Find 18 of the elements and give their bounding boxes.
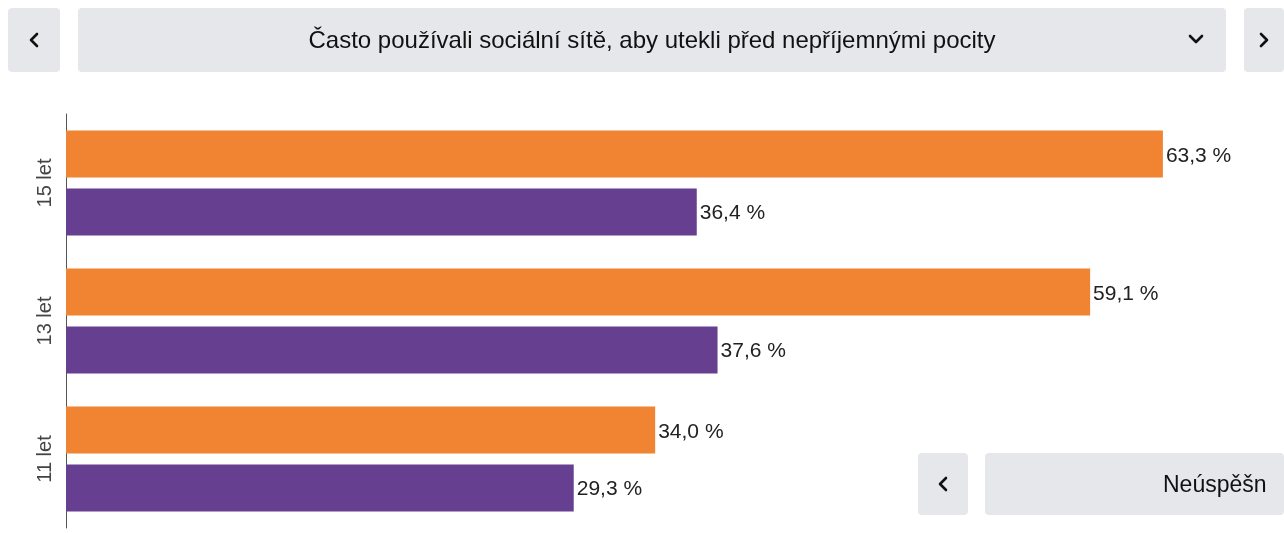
- data-label: 34,0 %: [658, 418, 724, 442]
- data-label: 37,6 %: [720, 338, 786, 362]
- bar: [66, 406, 656, 454]
- bar: [66, 464, 574, 512]
- y-tick-label: 13 let: [33, 296, 55, 346]
- bar: [66, 188, 697, 236]
- y-tick-label: 15 let: [33, 158, 55, 208]
- chart-title: Často používali sociální sítě, aby utekli před nepříjemnými pocity: [308, 26, 996, 54]
- data-label: 36,4 %: [699, 200, 766, 224]
- data-label: 59,1 %: [1093, 280, 1159, 304]
- data-label: 29,3 %: [576, 476, 643, 500]
- y-tick-label: 11 let: [33, 434, 55, 483]
- bar: [66, 326, 718, 374]
- dropdown-field: Často používali sociální sítě, aby utekli před nepříjemnými pocity: [78, 8, 1226, 72]
- dropdown-field: Neúspěšn: [985, 453, 1284, 515]
- bar: [66, 130, 1163, 178]
- bar: [66, 268, 1091, 316]
- data-label: 63,3 %: [1165, 142, 1232, 166]
